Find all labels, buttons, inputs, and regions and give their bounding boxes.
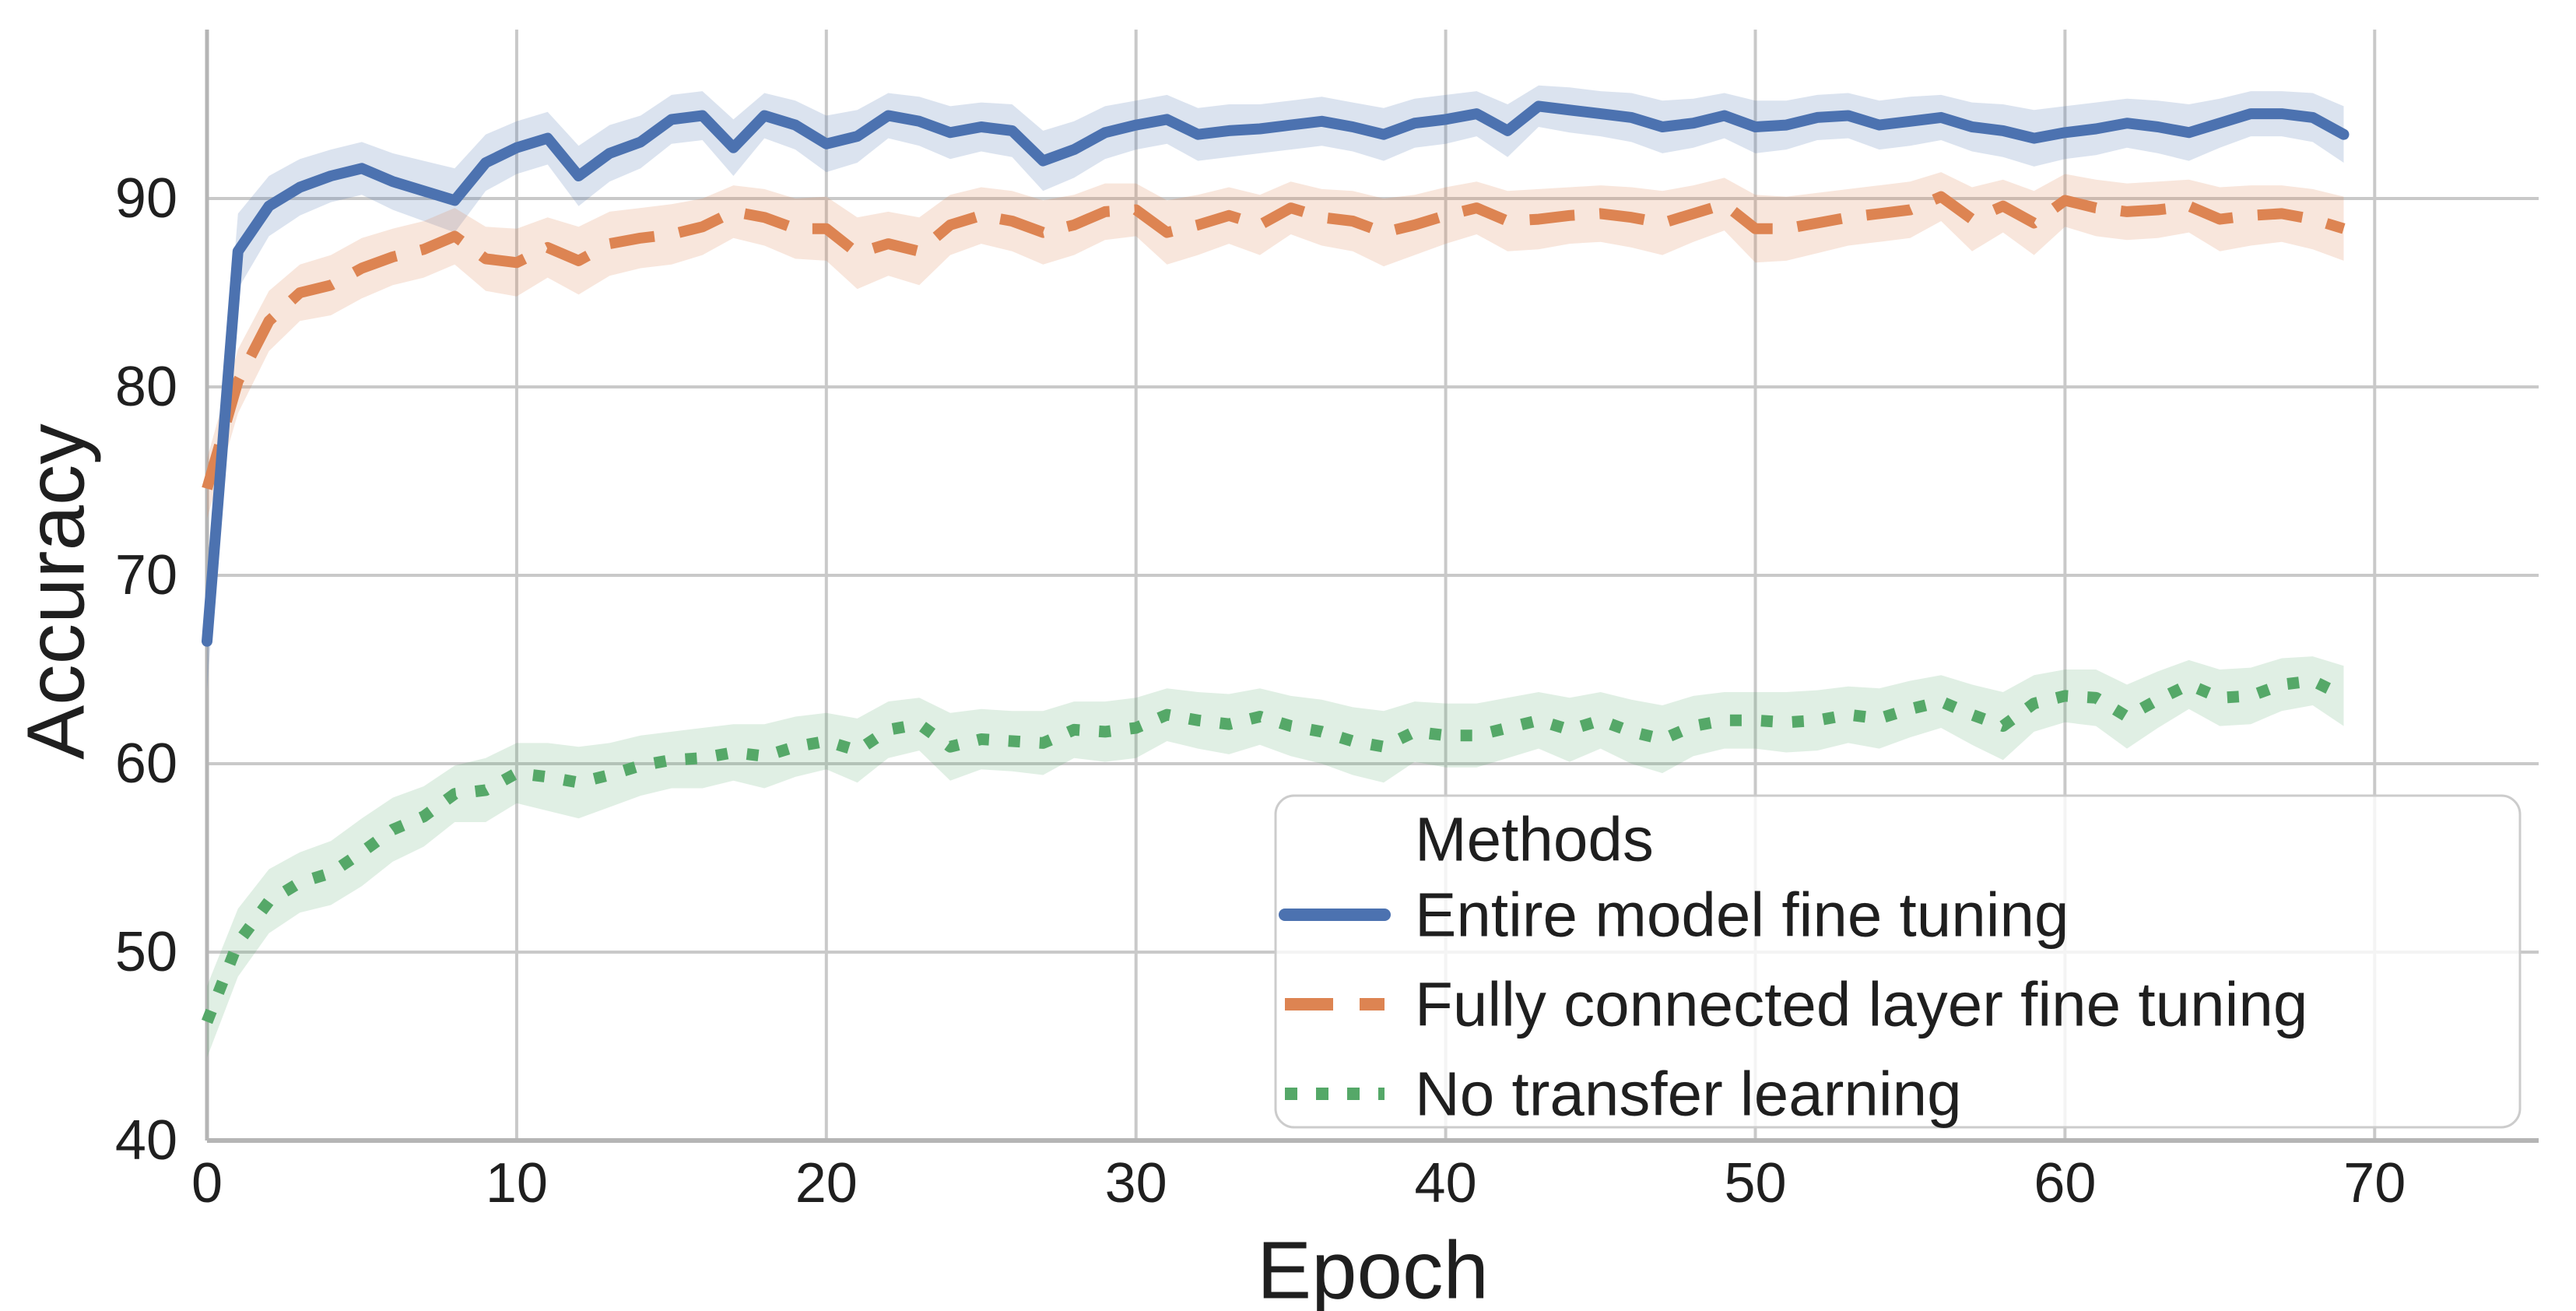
y-tick-label: 60 bbox=[115, 733, 177, 795]
y-axis-label: Accuracy bbox=[11, 424, 102, 760]
y-tick-label: 90 bbox=[115, 167, 177, 230]
legend-entry: Entire model fine tuning bbox=[1279, 880, 2069, 950]
x-tick-label: 20 bbox=[795, 1152, 858, 1214]
y-tick-label: 50 bbox=[115, 921, 177, 983]
confidence-band-fully-connected-layer-fine-tuning bbox=[207, 172, 2344, 519]
x-tick-label: 40 bbox=[1415, 1152, 1477, 1214]
x-axis-label: Epoch bbox=[1257, 1225, 1489, 1311]
legend: Methods Entire model fine tuning Fully co… bbox=[1274, 794, 2522, 1129]
series-line-fully-connected-layer-fine-tuning bbox=[202, 191, 2346, 490]
legend-label: Fully connected layer fine tuning bbox=[1415, 970, 2308, 1039]
x-tick-label: 30 bbox=[1105, 1152, 1167, 1214]
x-tick-label: 10 bbox=[486, 1152, 548, 1214]
legend-entry: No transfer learning bbox=[1285, 1060, 1962, 1129]
confidence-band-no-transfer-learning bbox=[207, 656, 2344, 1058]
y-tick-labels: 40 50 60 70 80 90 bbox=[115, 167, 177, 1172]
legend-label: No transfer learning bbox=[1415, 1060, 1962, 1129]
x-tick-label: 60 bbox=[2034, 1152, 2096, 1214]
series-lines bbox=[202, 100, 2350, 1025]
x-tick-labels: 0 10 20 30 40 50 60 70 bbox=[191, 1152, 2406, 1214]
legend-box bbox=[1274, 794, 2522, 1129]
legend-label: Entire model fine tuning bbox=[1415, 880, 2069, 950]
y-tick-label: 40 bbox=[115, 1109, 177, 1172]
legend-entries: Entire model fine tuning Fully connected … bbox=[1279, 880, 2308, 1129]
legend-title: Methods bbox=[1415, 805, 1654, 874]
x-tick-label: 70 bbox=[2343, 1152, 2406, 1214]
confidence-band-entire-model-fine-tuning bbox=[207, 85, 2344, 691]
series-line-entire-model-fine-tuning bbox=[202, 100, 2350, 647]
x-tick-label: 0 bbox=[191, 1152, 223, 1214]
y-tick-label: 70 bbox=[115, 544, 177, 606]
legend-entry: Fully connected layer fine tuning bbox=[1285, 970, 2308, 1039]
x-tick-label: 50 bbox=[1724, 1152, 1786, 1214]
y-tick-label: 80 bbox=[115, 356, 177, 418]
